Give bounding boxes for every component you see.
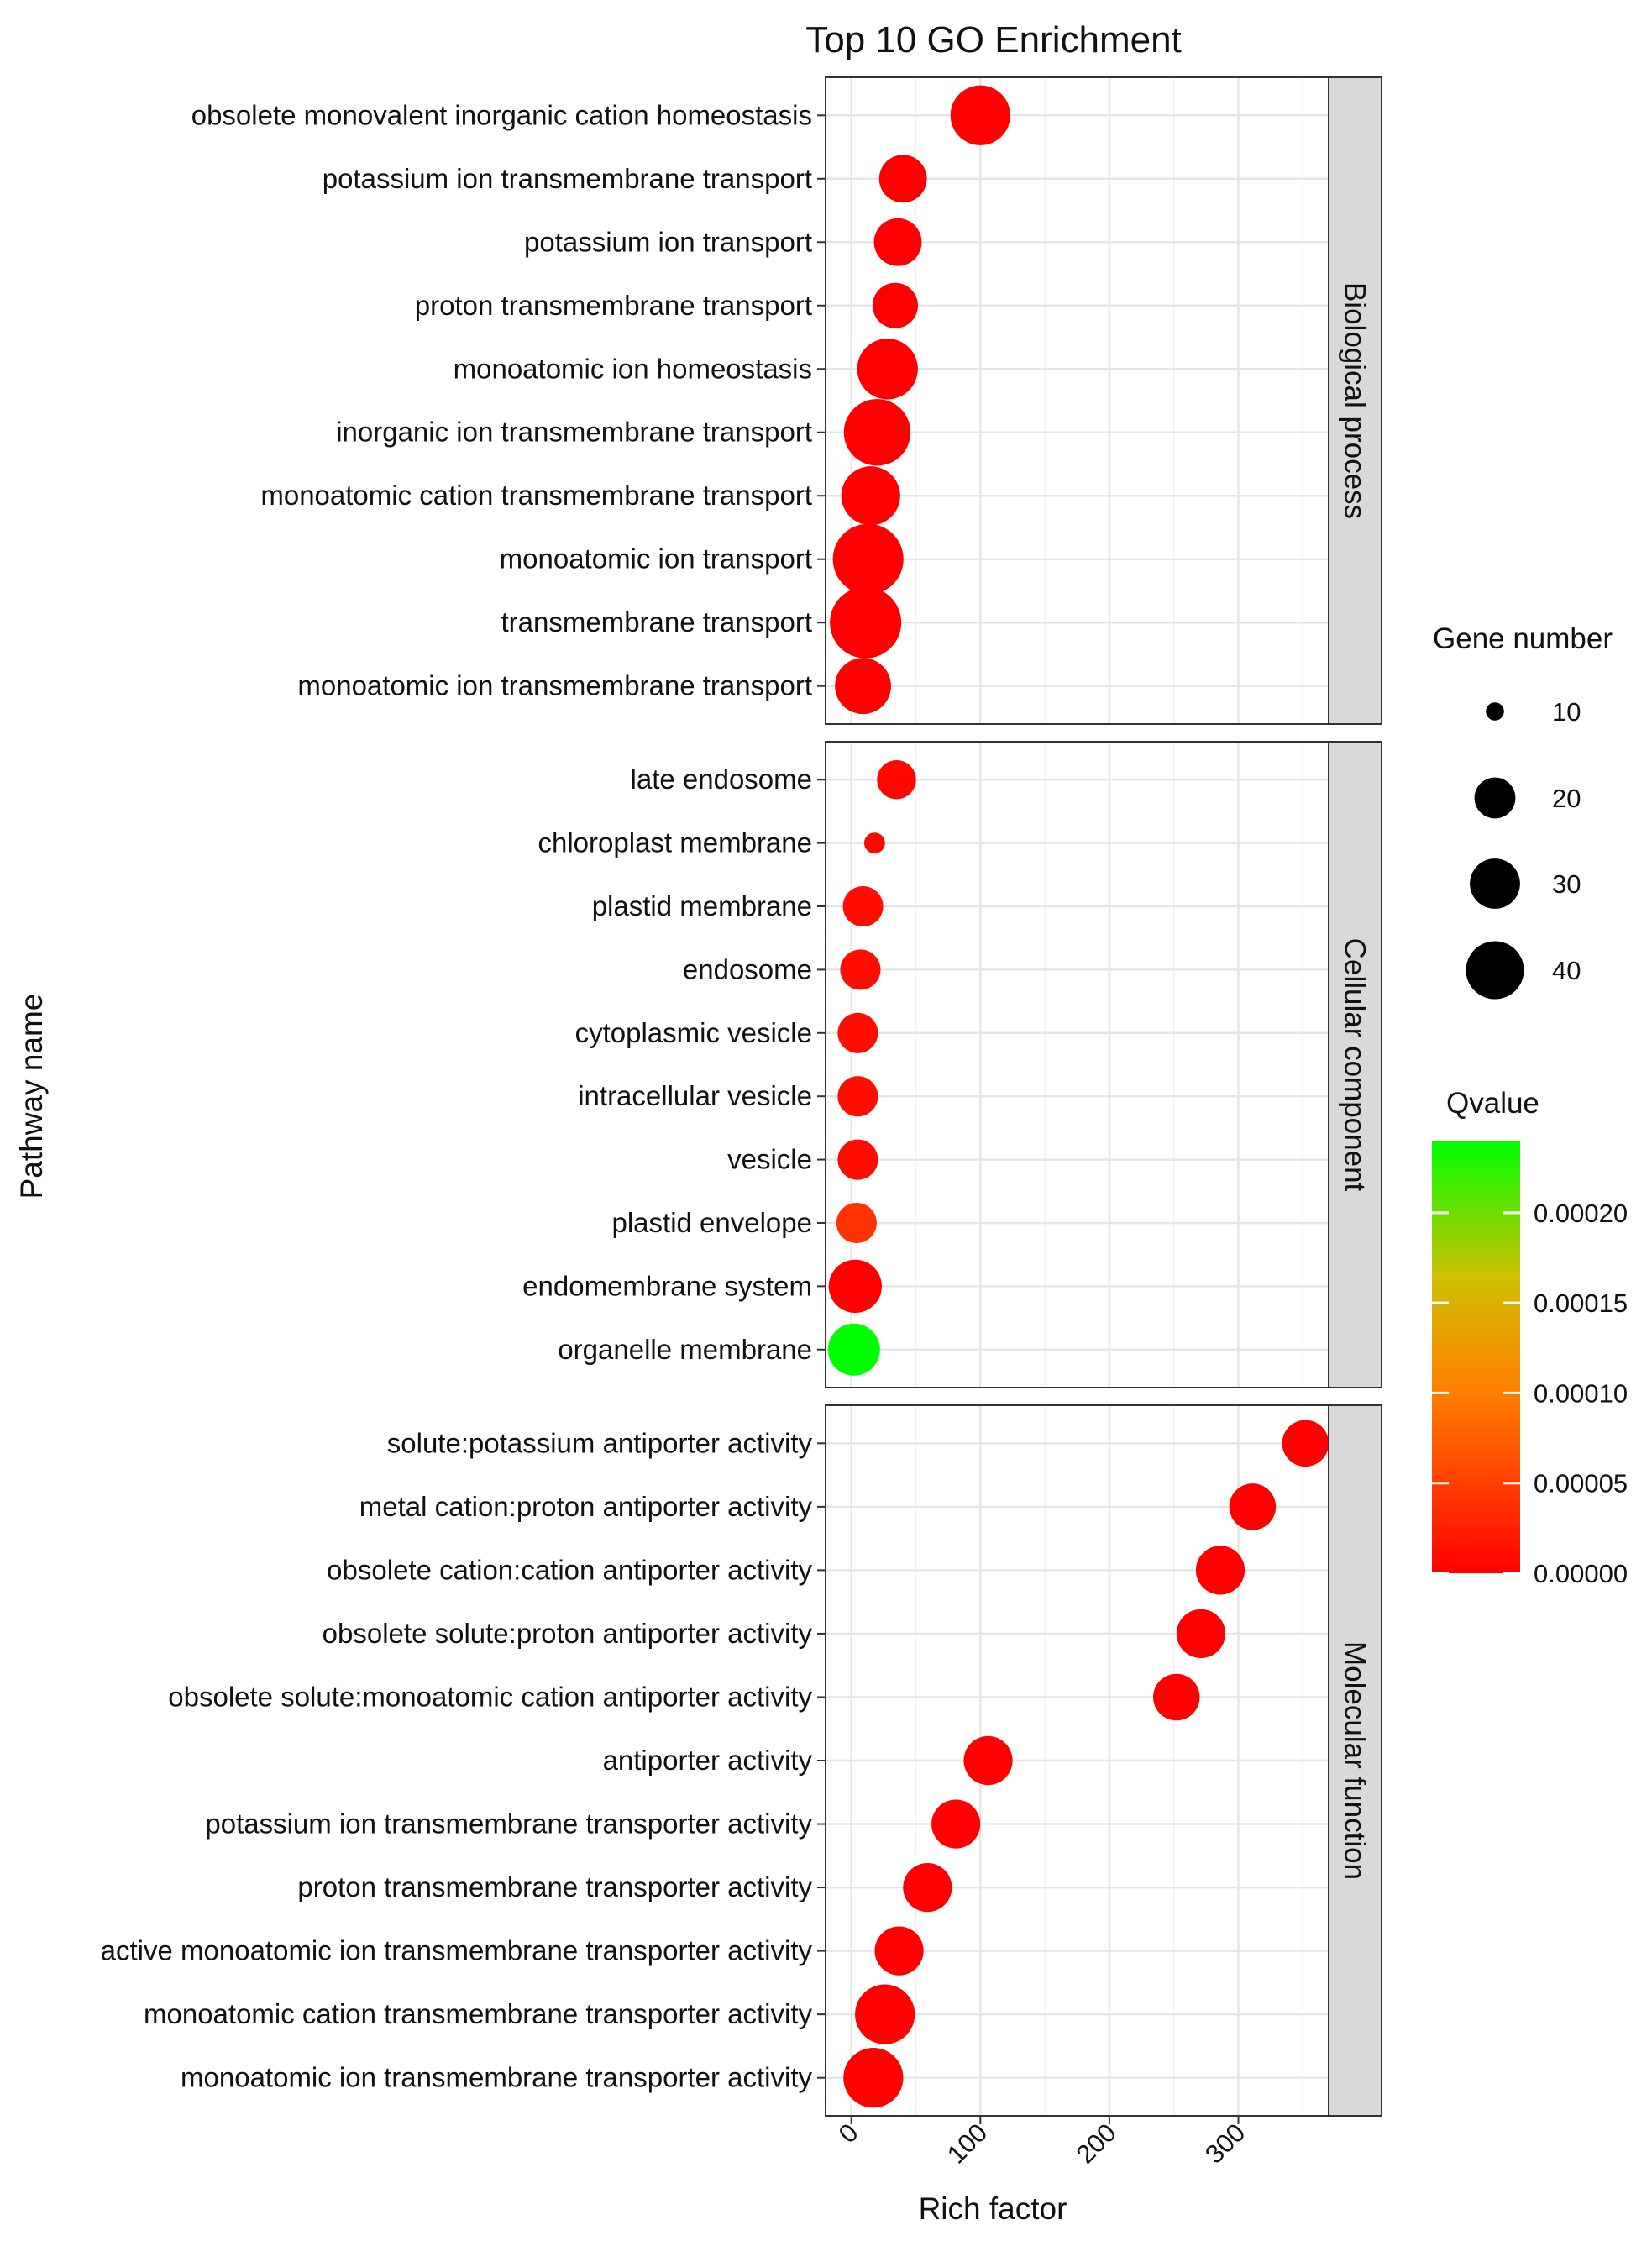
facet-label: Cellular component <box>1339 938 1371 1192</box>
data-point <box>1176 1609 1226 1659</box>
data-point <box>842 886 884 927</box>
qvalue-colorbar <box>1432 1141 1520 1573</box>
data-point <box>1195 1546 1246 1595</box>
x-tick-label: 100 <box>941 2118 993 2169</box>
y-tick-label: organelle membrane <box>558 1334 812 1365</box>
facet-label: Biological process <box>1339 282 1371 519</box>
y-tick-label: endosome <box>683 953 812 984</box>
colorbar-label: 0.00000 <box>1534 1559 1628 1588</box>
data-point <box>874 1926 924 1976</box>
size-legend-label: 20 <box>1552 784 1581 813</box>
colorbar-label: 0.00010 <box>1534 1378 1628 1408</box>
y-tick-label: potassium ion transmembrane transport <box>323 163 812 194</box>
data-point <box>840 949 881 990</box>
y-tick-label: vesicle <box>727 1144 812 1175</box>
colorbar-label: 0.00005 <box>1534 1469 1628 1498</box>
y-tick-label: intracellular vesicle <box>578 1080 812 1111</box>
data-point <box>873 218 922 266</box>
x-tick-label: 0 <box>833 2118 864 2149</box>
size-legend-label: 30 <box>1552 869 1581 899</box>
facet-strip <box>1328 1404 1382 2117</box>
data-point <box>863 832 885 854</box>
y-tick-label: monoatomic ion transmembrane transporter… <box>181 2062 812 2093</box>
size-legend: Gene number 10 20 30 40 <box>1433 622 1613 1000</box>
data-point <box>830 586 902 659</box>
y-tick-label: transmembrane transport <box>501 606 813 638</box>
size-legend-key <box>1470 858 1520 909</box>
y-tick-label: monoatomic ion transmembrane transport <box>297 670 812 701</box>
y-tick-label: obsolete cation:cation antiporter activi… <box>327 1554 812 1585</box>
qvalue-legend: Qvalue 0.00000 0.00005 0.00010 0.00015 0.000… <box>1432 1087 1628 1588</box>
y-tick-label: monoatomic cation transmembrane transpor… <box>144 1998 812 2029</box>
y-tick-label: active monoatomic ion transmembrane tran… <box>101 1935 813 1966</box>
size-legend-key <box>1474 777 1516 819</box>
y-tick-label: inorganic ion transmembrane transport <box>336 417 812 448</box>
data-point <box>877 760 916 800</box>
data-point <box>872 282 918 328</box>
y-tick-label: potassium ion transmembrane transporter … <box>205 1808 812 1840</box>
data-point <box>857 339 918 400</box>
data-point <box>950 85 1010 145</box>
y-tick-label: potassium ion transport <box>524 226 812 257</box>
y-tick-label: endomembrane system <box>522 1270 812 1301</box>
data-point <box>843 399 911 466</box>
data-point <box>837 1076 878 1117</box>
size-legend-label: 10 <box>1552 697 1581 727</box>
y-tick-label: antiporter activity <box>603 1745 813 1776</box>
facet-strip <box>1328 741 1382 1388</box>
y-tick-label: proton transmembrane transport <box>415 290 812 321</box>
facet-strip <box>1328 76 1382 725</box>
y-tick-label: cytoplasmic vesicle <box>575 1017 812 1048</box>
qvalue-legend-title: Qvalue <box>1446 1087 1539 1120</box>
data-point <box>1229 1483 1277 1530</box>
facet-panel-molecular-function: solute:potassium antiporter activity meta… <box>101 1404 1382 2117</box>
x-tick-label: 300 <box>1199 2118 1251 2169</box>
y-tick-label: plastid membrane <box>592 890 812 921</box>
colorbar-label: 0.00015 <box>1534 1288 1628 1318</box>
data-point <box>855 1984 915 2044</box>
x-tick-label: 200 <box>1071 2118 1122 2169</box>
data-point <box>1153 1673 1200 1721</box>
panel-background <box>825 741 1329 1388</box>
y-tick-label: proton transmembrane transporter activit… <box>297 1871 812 1902</box>
data-point <box>931 1799 981 1849</box>
y-tick-label: metal cation:proton antiporter activity <box>359 1491 813 1522</box>
data-point <box>827 1323 880 1376</box>
size-legend-key <box>1486 702 1504 721</box>
y-tick-label: monoatomic ion homeostasis <box>454 353 812 384</box>
data-point <box>1282 1420 1329 1467</box>
y-axis-title: Pathway name <box>14 994 49 1199</box>
y-tick-label: late endosome <box>631 764 812 795</box>
data-point <box>903 1862 952 1913</box>
facet-label: Molecular function <box>1339 1641 1371 1880</box>
colorbar-label: 0.00020 <box>1534 1199 1628 1228</box>
data-point <box>835 658 891 715</box>
facet-panel-cellular-component: late endosome chloroplast membrane plastid… <box>522 741 1382 1388</box>
data-point <box>878 155 927 203</box>
y-tick-label: monoatomic cation transmembrane transpor… <box>260 480 812 511</box>
y-tick-label: obsolete solute:proton antiporter activi… <box>323 1618 813 1649</box>
size-legend-key <box>1466 941 1524 1000</box>
x-axis-title: Rich factor <box>919 2191 1067 2226</box>
y-tick-label: obsolete monovalent inorganic cation hom… <box>191 99 812 130</box>
size-legend-title: Gene number <box>1433 622 1613 655</box>
data-point <box>832 523 904 595</box>
y-tick-label: solute:potassium antiporter activity <box>387 1427 813 1458</box>
y-tick-label: chloroplast membrane <box>538 827 813 858</box>
data-point <box>837 1012 878 1053</box>
data-point <box>843 2048 904 2108</box>
data-point <box>828 1259 882 1313</box>
chart-title: Top 10 GO Enrichment <box>805 19 1182 60</box>
data-point <box>963 1735 1013 1786</box>
facet-panel-biological-process: obsolete monovalent inorganic cation hom… <box>191 76 1382 725</box>
y-tick-label: plastid envelope <box>611 1207 812 1238</box>
y-tick-label: obsolete solute:monoatomic cation antipo… <box>168 1681 812 1712</box>
data-point <box>837 1139 878 1180</box>
data-point <box>836 1202 877 1243</box>
size-legend-label: 40 <box>1552 956 1581 985</box>
y-tick-label: monoatomic ion transport <box>500 543 812 575</box>
data-point <box>841 466 900 526</box>
